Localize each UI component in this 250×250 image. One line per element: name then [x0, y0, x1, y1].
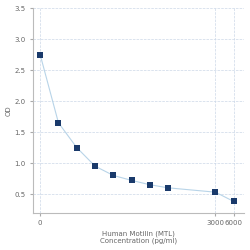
Point: [56, 121, 60, 125]
Point: [148, 183, 152, 187]
Point: [38, 52, 42, 56]
Point: [130, 178, 134, 182]
Point: [93, 164, 97, 168]
Point: [75, 146, 79, 150]
Y-axis label: OD: OD: [6, 105, 12, 116]
Point: [232, 200, 236, 203]
Point: [111, 174, 115, 178]
X-axis label: Human Motilin (MTL)
Concentration (pg/ml): Human Motilin (MTL) Concentration (pg/ml…: [100, 230, 178, 244]
Point: [166, 186, 170, 190]
Point: [214, 190, 218, 194]
